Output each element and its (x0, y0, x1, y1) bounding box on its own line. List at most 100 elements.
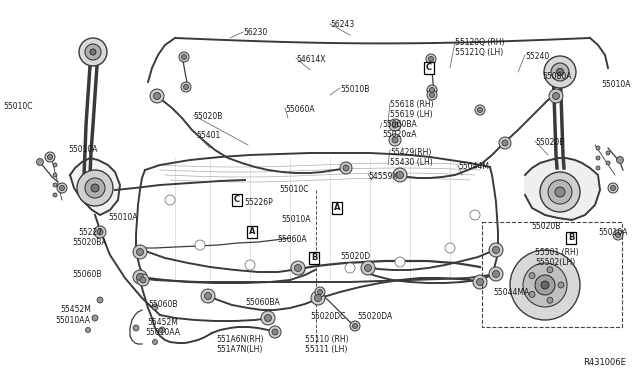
Circle shape (77, 170, 113, 206)
Circle shape (94, 226, 106, 238)
Circle shape (429, 93, 435, 97)
Circle shape (558, 282, 564, 288)
Circle shape (427, 90, 437, 100)
Circle shape (552, 93, 559, 99)
Text: 55080A: 55080A (542, 72, 572, 81)
Text: 55060BA: 55060BA (382, 120, 417, 129)
Circle shape (79, 38, 107, 66)
Text: 55010C: 55010C (279, 185, 308, 194)
Circle shape (529, 291, 535, 297)
Text: 54559X: 54559X (368, 172, 397, 181)
Circle shape (85, 178, 105, 198)
Circle shape (182, 55, 186, 60)
Circle shape (137, 274, 149, 286)
Text: B: B (568, 234, 574, 243)
Circle shape (195, 240, 205, 250)
Circle shape (541, 281, 549, 289)
Text: 55020DA: 55020DA (357, 312, 392, 321)
Circle shape (57, 183, 67, 193)
Circle shape (201, 289, 215, 303)
Circle shape (97, 229, 103, 235)
Circle shape (616, 157, 623, 164)
Circle shape (350, 321, 360, 331)
Circle shape (489, 267, 503, 281)
Circle shape (314, 295, 321, 301)
Circle shape (547, 297, 553, 303)
Circle shape (85, 44, 101, 60)
Text: 55010A: 55010A (108, 213, 138, 222)
Text: 55020D: 55020D (340, 252, 370, 261)
Circle shape (181, 82, 191, 92)
Circle shape (36, 158, 44, 166)
Text: 55452M: 55452M (60, 305, 91, 314)
Circle shape (493, 247, 499, 253)
Text: 55111 (LH): 55111 (LH) (305, 345, 348, 354)
Text: 55452M: 55452M (147, 318, 178, 327)
Circle shape (392, 137, 398, 143)
Circle shape (90, 49, 96, 55)
Text: 55010B: 55010B (340, 85, 369, 94)
Circle shape (53, 163, 57, 167)
Text: 551A7N(LH): 551A7N(LH) (216, 345, 262, 354)
Circle shape (510, 250, 580, 320)
Text: 56243: 56243 (330, 20, 355, 29)
Circle shape (353, 324, 358, 328)
Circle shape (159, 327, 165, 333)
Circle shape (473, 275, 487, 289)
Circle shape (547, 267, 553, 273)
Text: 55060B: 55060B (72, 270, 102, 279)
Circle shape (92, 315, 98, 321)
Circle shape (477, 108, 483, 112)
Circle shape (540, 172, 580, 212)
Text: 55120Q (RH): 55120Q (RH) (455, 38, 504, 47)
Circle shape (596, 156, 600, 160)
Circle shape (53, 193, 57, 197)
Circle shape (150, 89, 164, 103)
Circle shape (152, 304, 158, 310)
Circle shape (606, 161, 610, 165)
Text: 55501 (RH): 55501 (RH) (535, 248, 579, 257)
Circle shape (91, 184, 99, 192)
Text: B: B (311, 253, 317, 263)
Circle shape (529, 273, 535, 279)
Circle shape (429, 57, 433, 61)
Text: 55060BA: 55060BA (245, 298, 280, 307)
Text: R431006E: R431006E (583, 358, 626, 367)
Circle shape (397, 171, 403, 179)
Circle shape (311, 291, 325, 305)
Circle shape (549, 89, 563, 103)
Text: A: A (249, 228, 255, 237)
Text: 55010A: 55010A (601, 80, 630, 89)
Circle shape (86, 327, 90, 333)
Circle shape (523, 263, 567, 307)
Circle shape (389, 119, 401, 131)
Circle shape (133, 325, 139, 331)
Circle shape (596, 166, 600, 170)
Text: 55020DC: 55020DC (310, 312, 346, 321)
Circle shape (493, 270, 499, 278)
Circle shape (477, 279, 483, 285)
Circle shape (97, 297, 103, 303)
Circle shape (294, 264, 301, 272)
Circle shape (291, 261, 305, 275)
Text: 55226P: 55226P (244, 198, 273, 207)
Circle shape (179, 52, 189, 62)
Text: 55060A: 55060A (277, 235, 307, 244)
Circle shape (136, 273, 143, 280)
Circle shape (361, 261, 375, 275)
Circle shape (606, 151, 610, 155)
Circle shape (470, 210, 480, 220)
Circle shape (133, 270, 147, 284)
Text: A: A (333, 203, 340, 212)
Circle shape (427, 85, 437, 95)
Text: 55429(RH): 55429(RH) (390, 148, 431, 157)
Text: 55010AA: 55010AA (145, 328, 180, 337)
Polygon shape (70, 158, 120, 215)
Circle shape (154, 93, 161, 99)
Circle shape (133, 245, 147, 259)
Text: 55502(LH): 55502(LH) (535, 258, 575, 267)
Text: 55110 (RH): 55110 (RH) (305, 335, 349, 344)
Circle shape (295, 265, 305, 275)
Text: 55020B: 55020B (535, 138, 564, 147)
Text: 55060B: 55060B (148, 300, 177, 309)
